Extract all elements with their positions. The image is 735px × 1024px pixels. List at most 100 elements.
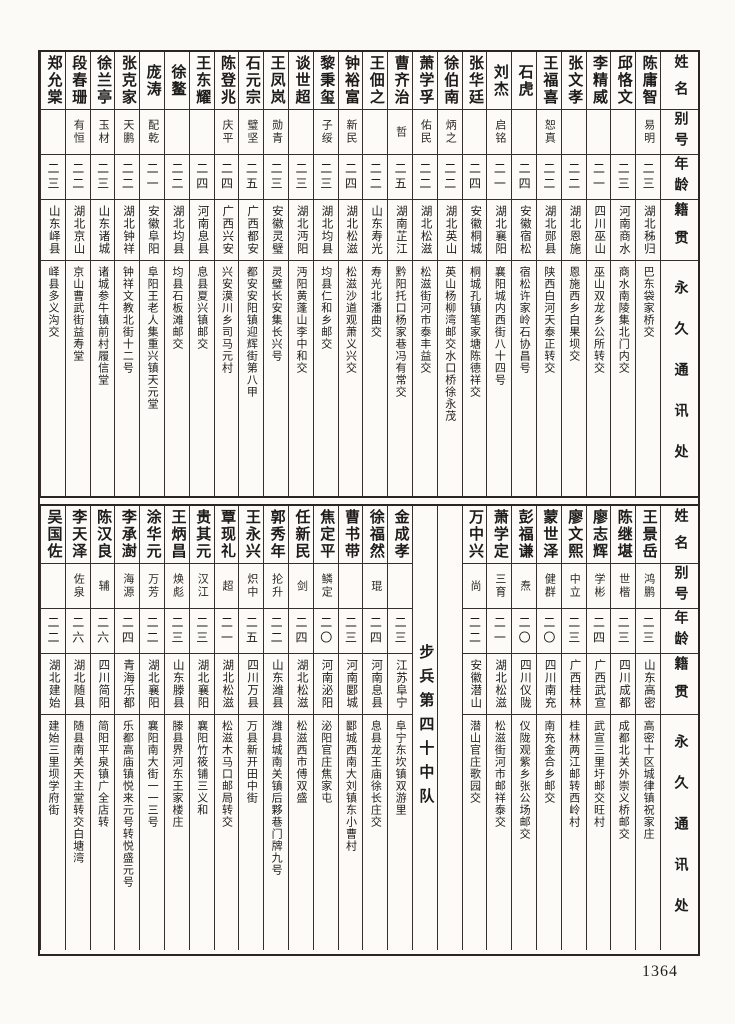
person-native-place-cell: 河南息县 xyxy=(189,200,214,261)
column-person: 贵其元 汉江 二三 湖北襄阳 襄阳竹筱铺三义和 xyxy=(188,506,214,950)
person-age-cell: 二二 xyxy=(264,609,289,654)
person-native-place: 湖北恩施 xyxy=(568,205,581,255)
person-age-cell: 二〇 xyxy=(313,609,338,654)
person-address: 恩施西乡白果坝交 xyxy=(567,266,580,362)
person-name: 徐伯南 xyxy=(442,55,459,106)
person-age-cell: 二三 xyxy=(90,155,115,200)
person-alias-cell: 新民 xyxy=(338,110,363,155)
person-native-place-cell: 江苏阜宁 xyxy=(388,654,413,715)
person-address: 武宣三里圩邮交旺村 xyxy=(592,720,605,828)
person-address-cell: 灵璧长安集长兴号 xyxy=(264,261,288,496)
person-alias-cell: 启铭 xyxy=(487,110,512,155)
person-alias: 健群 xyxy=(543,573,556,599)
person-address: 随县南关天主堂转交白塘湾 xyxy=(71,720,84,864)
person-age-cell: 二四 xyxy=(338,155,363,200)
person-address-cell: 峄县多义沟交 xyxy=(41,261,65,496)
person-age: 二四 xyxy=(120,616,135,646)
person-alias: 新民 xyxy=(345,119,358,145)
person-address: 陕西白河天泰正转交 xyxy=(542,266,555,374)
person-address-cell: 钟祥文教北街十二号 xyxy=(115,261,139,496)
person-native-place: 广西桂林 xyxy=(568,659,581,709)
person-age-cell: 二一 xyxy=(586,155,611,200)
column-person: 王永兴 炽中 二五 四川万县 万县新开田中街 xyxy=(238,506,264,950)
person-native-place: 湖北秭归 xyxy=(642,205,655,255)
person-alias: 有恒 xyxy=(72,119,85,145)
person-name: 王东耀 xyxy=(194,55,211,106)
person-native-place: 湖北襄阳 xyxy=(494,205,507,255)
person-address: 简阳平泉镇广全店转 xyxy=(96,720,109,828)
person-address: 英山杨柳湾邮交水口桥徐永茂 xyxy=(443,266,456,422)
person-address-cell: 桐城孔镇笔家塘陈德祥交 xyxy=(463,261,487,496)
row-header-age-cell: 年龄 xyxy=(661,155,698,200)
person-age-cell: 二四 xyxy=(586,609,611,654)
person-address: 巫山双龙乡公所转交 xyxy=(592,266,605,374)
person-address-cell: 潜山官庄歌园交 xyxy=(463,715,487,950)
person-age: 二二 xyxy=(467,616,482,646)
person-age-cell: 二二 xyxy=(115,155,140,200)
person-age: 二二 xyxy=(145,616,160,646)
person-native-place-cell: 湖北松滋 xyxy=(338,200,363,261)
person-age-cell: 二二 xyxy=(363,155,388,200)
person-alias: 剑 xyxy=(295,579,308,593)
person-address: 均县石板滩邮交 xyxy=(170,266,183,350)
person-name-cell: 陈继堪 xyxy=(611,506,636,564)
page-number: 1364 xyxy=(642,963,678,980)
person-alias-cell: 哲 xyxy=(388,110,413,155)
person-alias: 哲 xyxy=(394,125,407,139)
person-age-cell: 二三 xyxy=(636,155,660,200)
person-name: 石虎 xyxy=(516,63,533,98)
person-alias: 玉材 xyxy=(97,119,110,145)
person-native-place-cell: 湖北襄阳 xyxy=(140,654,165,715)
person-alias: 易明 xyxy=(642,119,655,145)
person-name-cell: 廖文熙 xyxy=(561,506,586,564)
person-age: 二三 xyxy=(169,616,184,646)
person-native-place: 河南商水 xyxy=(618,205,631,255)
header-column: 姓名 别号 年龄 籍贯 永久通讯处 xyxy=(660,506,698,950)
row-header-address-cell: 永久通讯处 xyxy=(661,261,698,496)
person-alias: 世楷 xyxy=(617,573,630,599)
person-native-place-cell: 山东高密 xyxy=(636,654,660,715)
person-alias: 佑民 xyxy=(419,119,432,145)
person-name-cell: 彭福谦 xyxy=(512,506,537,564)
person-native-place: 四川南充 xyxy=(543,659,556,709)
person-alias-cell xyxy=(165,110,189,155)
person-alias-cell: 学彬 xyxy=(586,564,611,609)
person-alias: 万芳 xyxy=(146,573,159,599)
person-native-place-cell: 广西兴安 xyxy=(214,200,239,261)
person-alias-cell xyxy=(388,564,413,609)
person-alias-cell: 配乾 xyxy=(140,110,165,155)
person-address: 宿松许家岭石协昌号 xyxy=(518,266,531,374)
person-native-place: 湖北松滋 xyxy=(419,205,432,255)
person-native-place: 四川仪陇 xyxy=(518,659,531,709)
person-address: 成都北关外崇义桥邮交 xyxy=(617,720,630,840)
row-header-address: 永久通讯处 xyxy=(672,280,688,485)
person-native-place-cell: 湖北建始 xyxy=(41,654,65,715)
person-address: 息县龙王庙徐长庄交 xyxy=(369,720,382,828)
section-divider xyxy=(40,496,698,506)
person-address-cell: 黔阳托口杨家巷冯有常交 xyxy=(388,261,412,496)
person-alias-cell: 超 xyxy=(214,564,239,609)
person-address: 松滋木马口邮局转交 xyxy=(220,720,233,828)
column-person: 萧学定 三育 二一 湖北松滋 松滋街河市邮祥泰交 xyxy=(486,506,512,950)
person-name-cell: 王东耀 xyxy=(189,52,214,110)
person-age-cell: 二四 xyxy=(512,155,537,200)
person-age: 二〇 xyxy=(318,616,333,646)
person-alias-cell: 琨 xyxy=(363,564,388,609)
person-age: 二三 xyxy=(194,616,209,646)
person-alias-cell xyxy=(611,110,636,155)
person-age: 二四 xyxy=(467,162,482,192)
person-age-cell: 二六 xyxy=(90,609,115,654)
person-age: 二二 xyxy=(368,162,383,192)
person-alias: 超 xyxy=(221,579,234,593)
person-native-place: 山东潍县 xyxy=(270,659,283,709)
row-header-age: 年龄 xyxy=(672,610,688,652)
person-alias-cell: 鸿鹏 xyxy=(636,564,660,609)
column-person: 谈世超 二三 湖北沔阳 沔阳黄蓬山李中和交 xyxy=(288,52,313,496)
person-name: 彭福谦 xyxy=(516,509,533,560)
person-name-cell: 覃现礼 xyxy=(214,506,239,564)
person-name-cell: 金成孝 xyxy=(388,506,413,564)
person-name: 庞涛 xyxy=(144,63,161,98)
person-age: 二一 xyxy=(492,616,507,646)
person-address-cell: 商水南陵集北门内交 xyxy=(611,261,635,496)
person-alias-cell xyxy=(363,110,388,155)
